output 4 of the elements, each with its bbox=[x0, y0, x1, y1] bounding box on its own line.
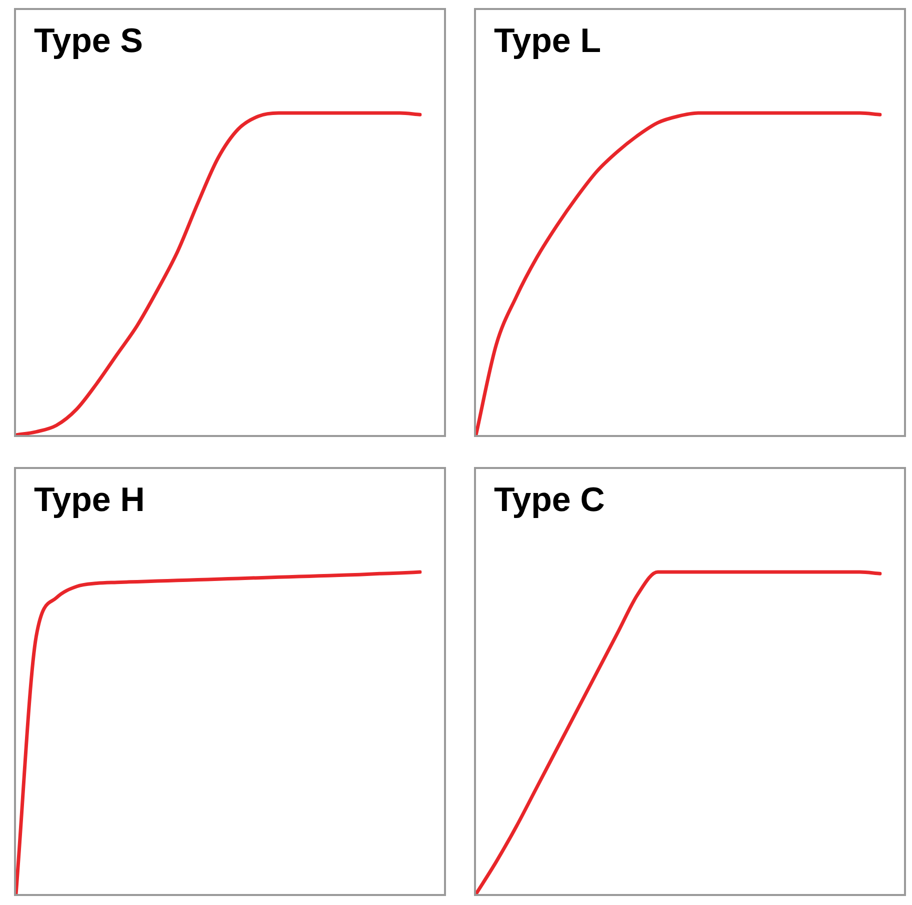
chart-title: Type C bbox=[494, 481, 605, 520]
chart-title: Type S bbox=[34, 22, 143, 61]
chart-title: Type L bbox=[494, 22, 602, 61]
chart-title: Type H bbox=[34, 481, 145, 520]
